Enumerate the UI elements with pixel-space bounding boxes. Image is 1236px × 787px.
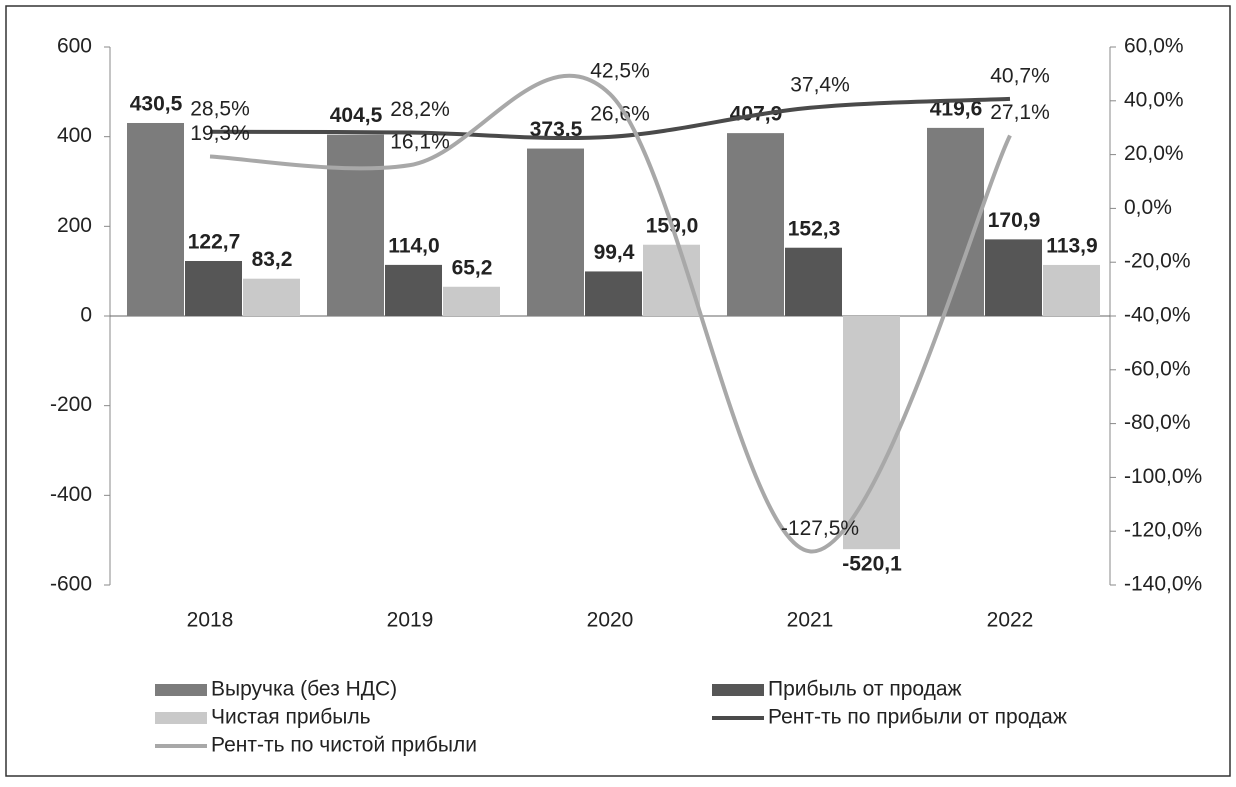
- line: [209, 96, 1011, 141]
- bar: [185, 260, 242, 316]
- x-tick-label: 2019: [387, 609, 434, 632]
- legend-label: Чистая прибыль: [211, 706, 371, 729]
- legend-swatch: [155, 712, 207, 724]
- bar-label: 122,7: [188, 231, 241, 254]
- x-tick-label: 2021: [787, 609, 834, 632]
- y-tick-label: -400: [50, 483, 92, 506]
- x-tick-label: 2022: [987, 609, 1034, 632]
- y2-tick-label: 20,0%: [1124, 142, 1184, 165]
- y2-tick-label: -60,0%: [1124, 357, 1191, 380]
- bar-label: 99,4: [594, 241, 635, 264]
- line-label: 28,5%: [190, 97, 250, 120]
- bar-label: 152,3: [788, 217, 841, 240]
- line-label: 27,1%: [990, 101, 1050, 124]
- line-label: 28,2%: [390, 98, 450, 121]
- bar-label: 404,5: [330, 104, 383, 127]
- line-label: 40,7%: [990, 64, 1050, 87]
- y2-tick-label: -120,0%: [1124, 519, 1202, 542]
- legend-swatch: [155, 684, 207, 696]
- bar-label: -520,1: [842, 553, 902, 576]
- bar-label: 83,2: [252, 248, 293, 271]
- legend-label: Выручка (без НДС): [211, 678, 397, 701]
- y-tick-label: 200: [57, 214, 92, 237]
- line-label: -127,5%: [781, 517, 859, 540]
- bar: [585, 271, 642, 316]
- bar: [127, 122, 184, 317]
- bar-label: 65,2: [452, 256, 493, 279]
- bar: [327, 134, 384, 316]
- bar: [527, 148, 584, 316]
- y2-tick-label: -100,0%: [1124, 465, 1202, 488]
- line-label: 19,3%: [190, 122, 250, 145]
- y2-tick-label: -80,0%: [1124, 411, 1191, 434]
- bar-label: 373,5: [530, 118, 583, 141]
- bar: [1043, 264, 1100, 316]
- x-tick-label: 2020: [587, 609, 634, 632]
- y-tick-label: -600: [50, 573, 92, 596]
- bar: [385, 264, 442, 316]
- legend-swatch: [712, 684, 764, 696]
- x-tick-label: 2018: [187, 609, 234, 632]
- frame: [5, 5, 1231, 777]
- bar-label: 170,9: [988, 209, 1041, 232]
- y2-tick-label: 60,0%: [1124, 35, 1184, 58]
- y-tick-label: -200: [50, 393, 92, 416]
- bar: [443, 286, 500, 316]
- line-label: 42,5%: [590, 60, 650, 83]
- line-label: 16,1%: [390, 131, 450, 154]
- bar: [727, 133, 784, 316]
- y2-tick-label: -140,0%: [1124, 573, 1202, 596]
- bar: [985, 239, 1042, 316]
- line-label: 37,4%: [790, 73, 850, 96]
- bar-label: 419,6: [930, 97, 983, 120]
- y2-tick-label: -20,0%: [1124, 250, 1191, 273]
- legend-label: Прибыль от продаж: [768, 678, 962, 701]
- y2-tick-label: 40,0%: [1124, 88, 1184, 111]
- legend-label: Рент-ть по прибыли от продаж: [768, 706, 1067, 729]
- bar: [843, 316, 900, 550]
- bar-label: 430,5: [130, 93, 183, 116]
- bar-label: 113,9: [1046, 234, 1097, 257]
- y-tick-label: 0: [80, 304, 92, 327]
- line: [209, 73, 1012, 554]
- y2-tick-label: 0,0%: [1124, 196, 1172, 219]
- bar: [785, 247, 842, 316]
- bar-label: 114,0: [388, 234, 439, 257]
- bar: [243, 278, 300, 316]
- line-label: 26,6%: [590, 102, 650, 125]
- y-tick-label: 600: [57, 35, 92, 58]
- y-tick-label: 400: [57, 124, 92, 147]
- legend-label: Рент-ть по чистой прибыли: [211, 734, 477, 757]
- y2-tick-label: -40,0%: [1124, 304, 1191, 327]
